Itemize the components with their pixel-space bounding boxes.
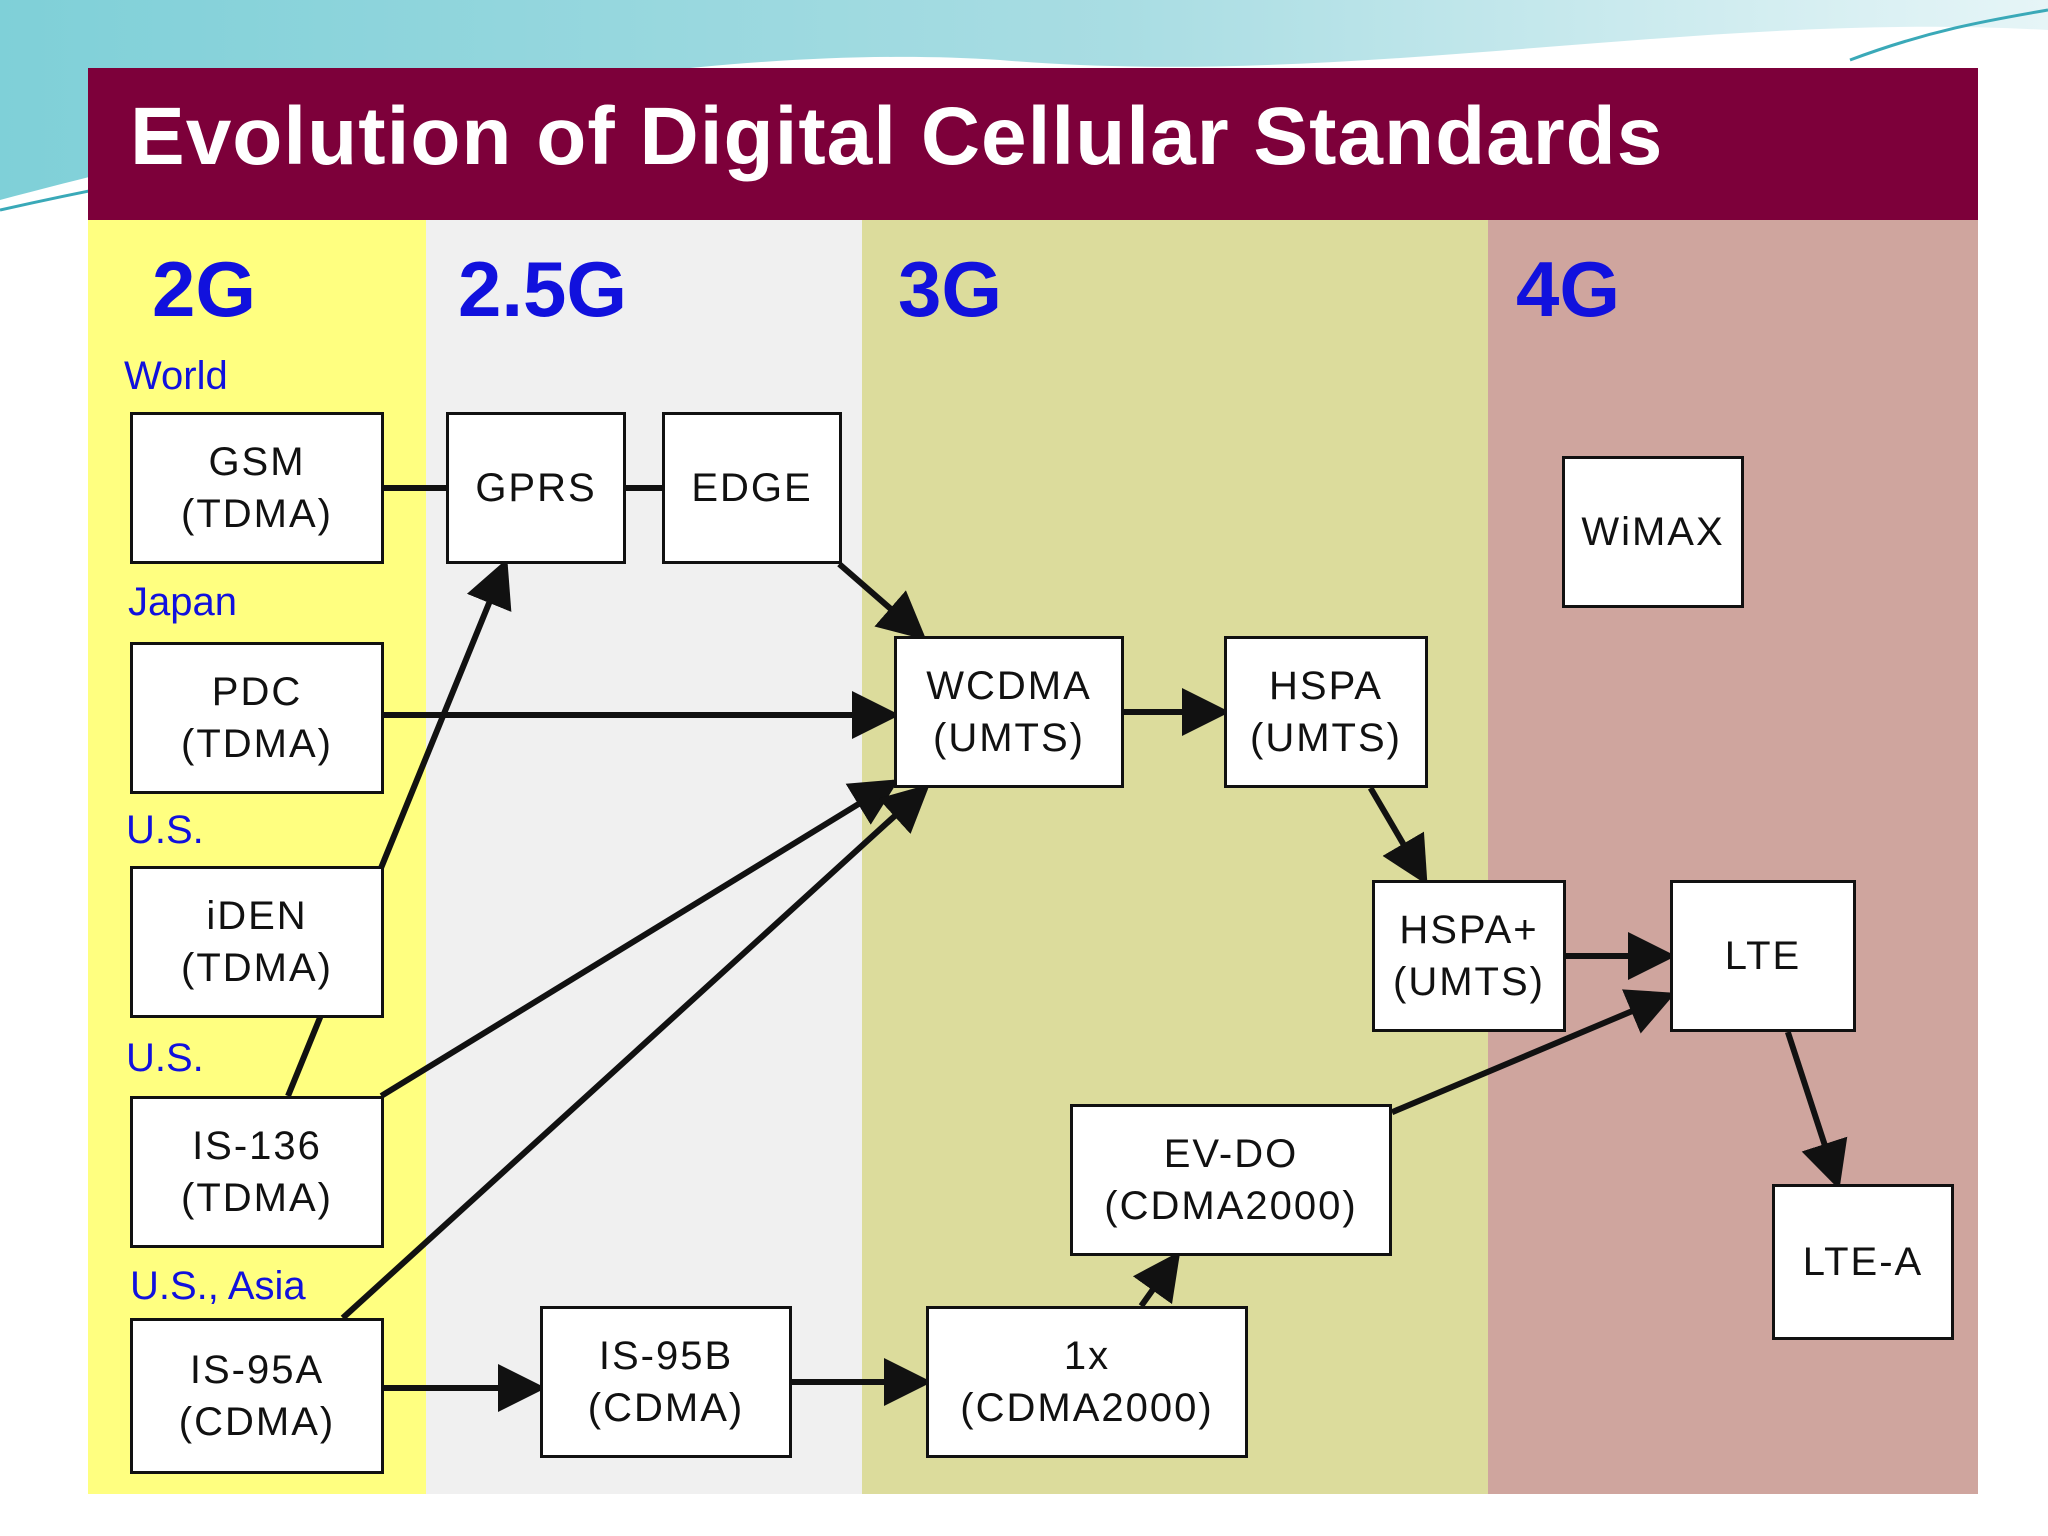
region-label-world: World [124, 354, 228, 398]
std-wcdma-tech: (UMTS) [933, 716, 1085, 760]
std-hspaplus-name: HSPA+ [1399, 908, 1539, 952]
right-wave-line [1849, 8, 2048, 62]
std-box-is-95b: IS-95B (CDMA) [540, 1306, 792, 1458]
std-1x-tech: (CDMA2000) [960, 1386, 1214, 1430]
std-gprs-name: GPRS [475, 466, 597, 510]
std-is95a-tech: (CDMA) [178, 1400, 336, 1444]
gen-label-2-5g: 2.5G [458, 245, 628, 333]
std-is95b-name: IS-95B [598, 1334, 734, 1378]
cellular-standards-diagram: Evolution of Digital Cellular Standards … [88, 68, 1978, 1494]
std-pdc-name: PDC [211, 670, 303, 714]
std-box-is-136: IS-136 (TDMA) [130, 1096, 384, 1248]
std-edge-name: EDGE [691, 466, 813, 510]
link-lte-to-ltea [1784, 1031, 1848, 1190]
std-ltea-name: LTE-A [1802, 1240, 1924, 1284]
region-label-us-2: U.S. [126, 1036, 204, 1080]
link-evdo-to-lte [1390, 989, 1676, 1115]
std-box-gsm: GSM (TDMA) [130, 412, 384, 564]
std-box-pdc: PDC (TDMA) [130, 642, 384, 794]
std-1x-name: 1x [1063, 1334, 1111, 1378]
std-iden-name: iDEN [206, 894, 308, 938]
std-is95a-name: IS-95A [189, 1348, 325, 1392]
std-is95b-tech: (CDMA) [587, 1386, 745, 1430]
std-evdo-name: EV-DO [1163, 1132, 1299, 1176]
std-box-lte: LTE [1670, 880, 1856, 1032]
std-pdc-tech: (TDMA) [181, 722, 333, 766]
link-hspa-to-hspaplus [1367, 786, 1428, 886]
region-label-us-asia: U.S., Asia [130, 1264, 306, 1308]
std-gsm-name: GSM [208, 440, 306, 484]
link-cdma1x-to-evdo [1132, 1251, 1181, 1308]
std-hspaplus-tech: (UMTS) [1393, 960, 1545, 1004]
std-iden-tech: (TDMA) [181, 946, 333, 990]
std-box-hspa-plus: HSPA+ (UMTS) [1372, 880, 1566, 1032]
std-box-is-95a: IS-95A (CDMA) [130, 1318, 384, 1474]
std-box-ev-do: EV-DO (CDMA2000) [1070, 1104, 1392, 1256]
region-label-japan: Japan [128, 580, 237, 624]
std-wcdma-name: WCDMA [926, 664, 1092, 708]
std-box-lte-a: LTE-A [1772, 1184, 1954, 1340]
std-box-hspa: HSPA (UMTS) [1224, 636, 1428, 788]
title-bar: Evolution of Digital Cellular Standards [88, 68, 1978, 220]
slide-title: Evolution of Digital Cellular Standards [130, 91, 1664, 182]
std-box-wimax: WiMAX [1562, 456, 1744, 608]
std-evdo-tech: (CDMA2000) [1104, 1184, 1358, 1228]
std-gsm-tech: (TDMA) [181, 492, 333, 536]
top-wave-shape [0, 0, 2048, 200]
std-hspa-tech: (UMTS) [1250, 716, 1402, 760]
link-edge-to-wcdma [837, 561, 927, 640]
gen-label-3g: 3G [898, 245, 1003, 333]
link-is136-to-wcdma [379, 779, 900, 1099]
std-box-iden: iDEN (TDMA) [130, 866, 384, 1018]
std-box-1x: 1x (CDMA2000) [926, 1306, 1248, 1458]
gen-label-2g: 2G [152, 245, 257, 333]
std-is136-name: IS-136 [192, 1124, 322, 1168]
link-is95a-to-wcdma [340, 783, 930, 1321]
std-box-wcdma: WCDMA (UMTS) [894, 636, 1124, 788]
std-is136-tech: (TDMA) [181, 1176, 333, 1220]
gen-label-4g: 4G [1516, 245, 1621, 333]
std-hspa-name: HSPA [1269, 664, 1383, 708]
connection-lines [285, 485, 1848, 1412]
std-lte-name: LTE [1724, 934, 1802, 978]
region-label-us-1: U.S. [126, 808, 204, 852]
std-wimax-name: WiMAX [1581, 510, 1725, 554]
std-box-gprs: GPRS [446, 412, 626, 564]
std-box-edge: EDGE [662, 412, 842, 564]
